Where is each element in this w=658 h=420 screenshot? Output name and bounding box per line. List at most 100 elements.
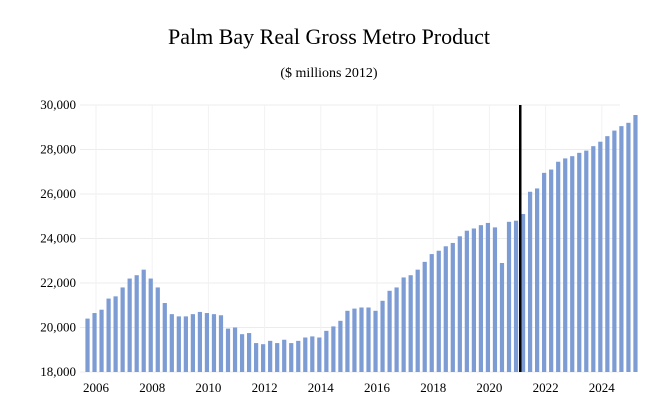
bar bbox=[380, 300, 385, 372]
bar bbox=[162, 303, 167, 372]
bar bbox=[401, 277, 406, 372]
bar bbox=[275, 343, 280, 372]
bar bbox=[120, 287, 125, 372]
bars bbox=[85, 115, 638, 373]
bar bbox=[106, 298, 111, 372]
bar bbox=[492, 227, 498, 373]
bar bbox=[457, 236, 462, 372]
bar bbox=[246, 333, 252, 372]
x-tick-label: 2018 bbox=[420, 380, 446, 395]
y-tick-label: 18,000 bbox=[40, 364, 76, 379]
bar bbox=[506, 221, 512, 372]
bar bbox=[436, 250, 441, 372]
bar bbox=[197, 311, 203, 372]
bar bbox=[352, 308, 357, 372]
bar bbox=[190, 314, 195, 372]
x-axis-ticks: 2006 2008 2010 2012 2014 2016 2018 2020 2022 2024 bbox=[83, 380, 615, 395]
bar bbox=[422, 261, 427, 372]
bar bbox=[232, 327, 238, 372]
bar bbox=[626, 122, 631, 372]
bar bbox=[289, 343, 294, 372]
bar bbox=[570, 156, 575, 372]
bar bbox=[429, 254, 434, 372]
bar bbox=[204, 313, 210, 372]
bar bbox=[169, 314, 174, 372]
bar bbox=[415, 269, 420, 372]
bar bbox=[92, 313, 97, 372]
bar bbox=[218, 315, 224, 372]
y-tick-label: 20,000 bbox=[40, 320, 76, 335]
bar bbox=[366, 307, 371, 372]
bar bbox=[394, 287, 399, 372]
bar bbox=[155, 287, 160, 372]
bar bbox=[310, 336, 315, 372]
bar bbox=[373, 310, 378, 372]
bar bbox=[499, 262, 505, 372]
bar bbox=[85, 318, 90, 372]
x-tick-label: 2008 bbox=[139, 380, 165, 395]
bar bbox=[450, 242, 455, 372]
bar bbox=[612, 130, 617, 372]
bar bbox=[605, 136, 610, 372]
x-tick-label: 2010 bbox=[195, 380, 221, 395]
x-tick-label: 2014 bbox=[308, 380, 335, 395]
bar bbox=[268, 340, 273, 372]
bar bbox=[464, 230, 469, 372]
bar bbox=[485, 222, 491, 372]
bar bbox=[261, 344, 266, 372]
bar bbox=[345, 310, 350, 372]
y-tick-label: 22,000 bbox=[40, 275, 76, 290]
bar bbox=[577, 152, 582, 372]
y-axis-ticks: 18,000 20,000 22,000 24,000 26,000 28,000 30,0… bbox=[40, 97, 76, 379]
bar bbox=[443, 246, 448, 372]
x-tick-label: 2022 bbox=[533, 380, 559, 395]
bar bbox=[134, 275, 139, 372]
bar bbox=[513, 220, 519, 372]
bar bbox=[520, 214, 526, 372]
bar bbox=[296, 340, 301, 372]
bar bbox=[591, 146, 596, 372]
bar bbox=[387, 290, 392, 372]
bar bbox=[556, 161, 561, 372]
bar bbox=[549, 169, 554, 372]
bar bbox=[359, 307, 364, 372]
bar bbox=[471, 228, 476, 372]
bar bbox=[254, 343, 259, 372]
bar bbox=[527, 191, 533, 372]
y-tick-label: 28,000 bbox=[40, 142, 76, 157]
bar bbox=[176, 316, 181, 373]
bar bbox=[633, 115, 638, 372]
bar bbox=[535, 188, 540, 372]
bar bbox=[619, 126, 624, 372]
bar bbox=[211, 314, 217, 372]
bar bbox=[113, 296, 118, 372]
bar bbox=[141, 269, 146, 372]
bar bbox=[408, 275, 413, 372]
x-tick-label: 2006 bbox=[83, 380, 110, 395]
bar bbox=[331, 326, 336, 372]
x-tick-label: 2024 bbox=[589, 380, 616, 395]
bar bbox=[338, 320, 343, 372]
bar bbox=[127, 278, 132, 372]
chart-subtitle: ($ millions 2012) bbox=[280, 66, 378, 81]
bar bbox=[225, 328, 231, 372]
bar bbox=[598, 141, 603, 372]
bar bbox=[239, 334, 245, 372]
bar bbox=[542, 172, 547, 372]
bar bbox=[282, 339, 287, 372]
bar bbox=[148, 278, 153, 372]
bar bbox=[99, 309, 104, 372]
bar bbox=[478, 225, 484, 372]
x-tick-label: 2012 bbox=[252, 380, 278, 395]
bar bbox=[183, 316, 188, 373]
bar bbox=[317, 337, 322, 372]
y-tick-label: 24,000 bbox=[40, 231, 76, 246]
bar bbox=[563, 158, 568, 372]
bar bbox=[303, 337, 308, 372]
chart-title: Palm Bay Real Gross Metro Product bbox=[167, 24, 491, 49]
x-tick-label: 2020 bbox=[476, 380, 502, 395]
bar bbox=[584, 150, 589, 372]
y-tick-label: 30,000 bbox=[40, 97, 76, 112]
x-tick-label: 2016 bbox=[364, 380, 391, 395]
